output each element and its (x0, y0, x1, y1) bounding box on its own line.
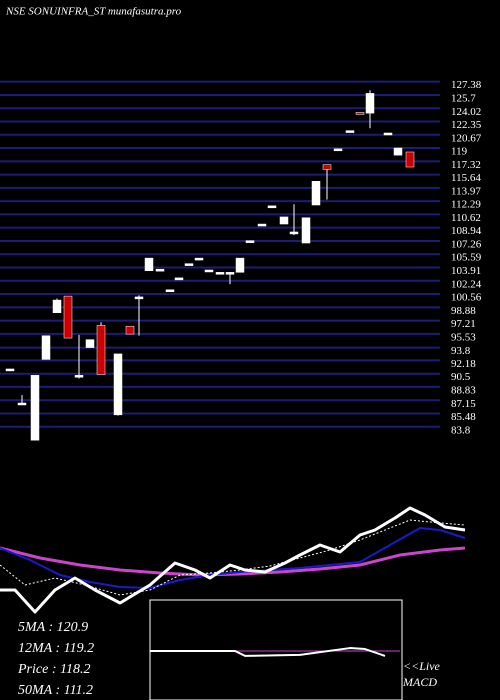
y-tick-label: 117.32 (451, 159, 481, 171)
ma-line (150, 647, 386, 657)
y-tick-label: 88.83 (451, 384, 476, 396)
candle-body (134, 296, 144, 300)
candle-body (311, 181, 321, 206)
candle-body (74, 375, 84, 378)
y-tick-label: 110.62 (451, 212, 481, 224)
candle-body (257, 223, 267, 227)
y-tick-label: 90.5 (451, 371, 471, 383)
y-tick-label: 120.67 (451, 132, 482, 144)
ma-line (0, 546, 466, 577)
stat-label: Price : 118.2 (17, 662, 90, 677)
y-tick-label: 125.7 (451, 93, 476, 105)
candle-body (267, 205, 277, 209)
y-tick-label: 103.91 (451, 265, 481, 277)
stat-label: 5MA : 120.9 (18, 620, 88, 635)
candle-body (301, 217, 311, 244)
candle-body (405, 151, 415, 168)
y-tick-label: 115.64 (451, 172, 481, 184)
y-tick-label: 83.8 (451, 424, 471, 436)
candle-body (365, 93, 375, 114)
y-tick-label: 105.59 (451, 252, 482, 264)
y-tick-label: 87.15 (451, 398, 476, 410)
candle-body (393, 147, 403, 156)
candle-body (245, 240, 255, 243)
candle-body (383, 132, 393, 136)
y-tick-label: 93.8 (451, 345, 471, 357)
chart-title: NSE SONUINFRA_ST munafasutra.pro (5, 6, 182, 18)
candle-body (279, 216, 289, 225)
candle-body (85, 339, 95, 348)
y-tick-label: 112.29 (451, 199, 481, 211)
candle-body (96, 325, 106, 375)
candle-body (194, 257, 204, 261)
candle-body (30, 375, 40, 441)
candle-body (345, 130, 355, 133)
y-tick-label: 119 (451, 146, 468, 158)
y-tick-label: 108.94 (451, 225, 482, 237)
stat-label: 12MA : 119.2 (18, 641, 94, 656)
candle-body (204, 269, 214, 273)
y-tick-label: 124.02 (451, 106, 481, 118)
y-tick-label: 97.21 (451, 318, 476, 330)
y-tick-label: 100.56 (451, 292, 482, 304)
candle-body (144, 257, 154, 272)
candle-body (165, 289, 175, 293)
candle-body (235, 257, 245, 273)
y-tick-label: 113.97 (451, 185, 481, 197)
ma-line (0, 519, 466, 596)
candle-body (17, 402, 27, 406)
candle-body (5, 368, 15, 372)
y-tick-label: 127.38 (451, 79, 482, 91)
ma-line (0, 506, 466, 614)
macd-label: MACD (402, 675, 437, 689)
candle-body (333, 148, 343, 152)
y-tick-label: 98.88 (451, 305, 476, 317)
candle-body (52, 299, 62, 313)
candle-body (113, 353, 123, 416)
y-tick-label: 95.53 (451, 331, 476, 343)
y-tick-label: 85.48 (451, 411, 476, 423)
y-tick-label: 102.24 (451, 278, 482, 290)
candle-body (215, 272, 225, 275)
y-tick-label: 107.26 (451, 239, 482, 251)
candle-body (41, 335, 51, 360)
stat-label: 50MA : 111.2 (18, 683, 93, 698)
candle-body (184, 263, 194, 266)
live-label: <<Live (403, 659, 441, 673)
candle-body (322, 164, 332, 170)
candle-body (174, 277, 184, 281)
y-tick-label: 92.18 (451, 358, 476, 370)
candle-body (155, 268, 165, 272)
candle-body (125, 325, 135, 335)
candle-body (225, 272, 235, 275)
candle-body (63, 295, 73, 339)
candle-body (289, 231, 299, 235)
candle-body (355, 112, 365, 115)
y-tick-label: 122.35 (451, 119, 482, 131)
